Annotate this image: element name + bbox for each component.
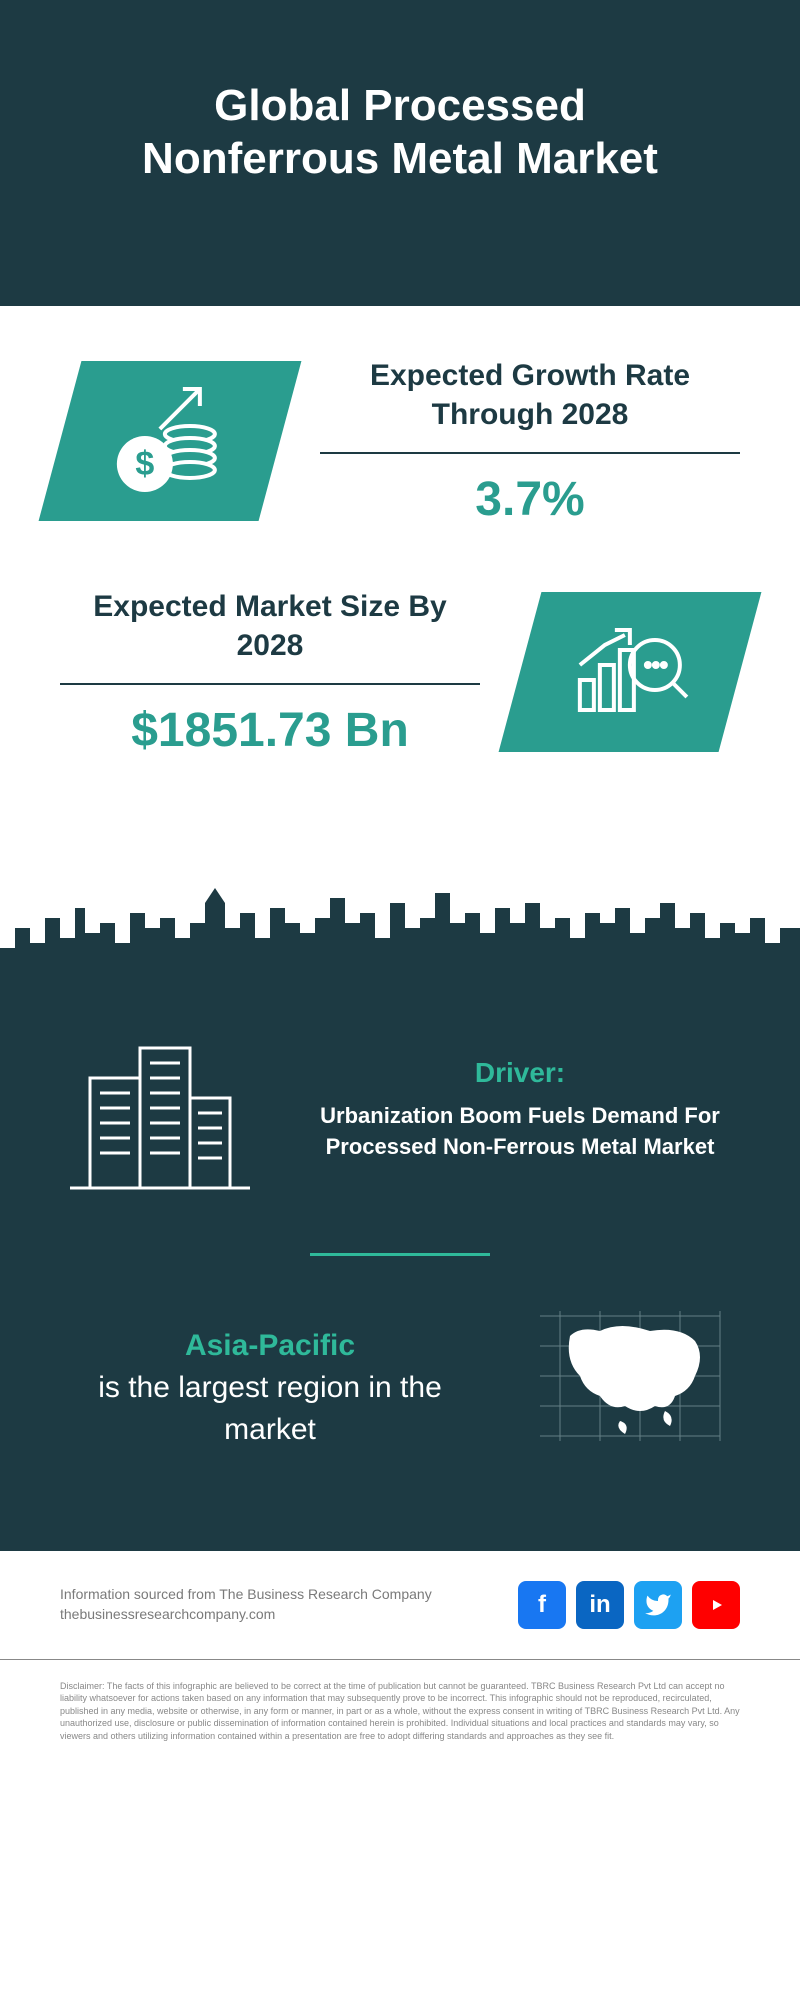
title-line-2: Nonferrous Metal Market [142, 134, 658, 183]
stats-section: $ Expected Growth Rate Through 2028 3.7% [0, 306, 800, 868]
title-line-1: Global Processed [214, 81, 586, 130]
market-icon-box [499, 592, 762, 752]
section-divider [310, 1253, 490, 1256]
region-text: Asia-Pacific is the largest region in th… [60, 1325, 480, 1451]
region-description: is the largest region in the market [98, 1371, 442, 1446]
growth-icon-box: $ [39, 361, 302, 521]
market-size-value: $1851.73 Bn [60, 703, 480, 758]
source-line-2: thebusinessresearchcompany.com [60, 1606, 275, 1622]
main-title: Global Processed Nonferrous Metal Market [40, 80, 760, 186]
svg-text:$: $ [136, 445, 155, 483]
facebook-icon[interactable]: f [518, 1581, 566, 1629]
infographic-container: Global Processed Nonferrous Metal Market [0, 0, 800, 1783]
linkedin-label: in [589, 1591, 610, 1619]
youtube-play-icon [702, 1595, 730, 1615]
disclaimer-section: Disclaimer: The facts of this infographi… [0, 1659, 800, 1783]
footer-source: Information sourced from The Business Re… [60, 1585, 432, 1624]
driver-text: Driver: Urbanization Boom Fuels Demand F… [300, 1057, 740, 1163]
social-icons: f in [518, 1581, 740, 1629]
header: Global Processed Nonferrous Metal Market [0, 0, 800, 306]
buildings-icon [60, 1018, 260, 1198]
youtube-icon[interactable] [692, 1581, 740, 1629]
growth-rate-value: 3.7% [320, 472, 740, 527]
market-size-label: Expected Market Size By 2028 [60, 587, 480, 685]
disclaimer-text: Disclaimer: The facts of this infographi… [60, 1680, 740, 1743]
driver-description: Urbanization Boom Fuels Demand For Proce… [300, 1101, 740, 1163]
region-icon-box [520, 1306, 740, 1471]
driver-row: Driver: Urbanization Boom Fuels Demand F… [60, 1018, 740, 1203]
dark-section: Driver: Urbanization Boom Fuels Demand F… [0, 988, 800, 1551]
growth-rate-label: Expected Growth Rate Through 2028 [320, 356, 740, 454]
asia-map-icon [520, 1306, 740, 1466]
skyline-section [0, 868, 800, 988]
linkedin-icon[interactable]: in [576, 1581, 624, 1629]
skyline-icon [0, 868, 800, 988]
twitter-icon[interactable] [634, 1581, 682, 1629]
facebook-label: f [538, 1591, 546, 1619]
growth-rate-row: $ Expected Growth Rate Through 2028 3.7% [60, 356, 740, 527]
source-line-1: Information sourced from The Business Re… [60, 1586, 432, 1602]
market-size-text: Expected Market Size By 2028 $1851.73 Bn [60, 587, 480, 758]
region-row: Asia-Pacific is the largest region in th… [60, 1306, 740, 1471]
market-size-row: Expected Market Size By 2028 $1851.73 Bn [60, 587, 740, 758]
driver-label: Driver: [300, 1057, 740, 1089]
region-name: Asia-Pacific [185, 1329, 355, 1362]
footer: Information sourced from The Business Re… [0, 1551, 800, 1659]
twitter-bird-icon [644, 1591, 672, 1619]
money-growth-icon: $ [105, 379, 235, 499]
growth-rate-text: Expected Growth Rate Through 2028 3.7% [320, 356, 740, 527]
market-analysis-icon [565, 610, 695, 730]
driver-icon-box [60, 1018, 260, 1203]
